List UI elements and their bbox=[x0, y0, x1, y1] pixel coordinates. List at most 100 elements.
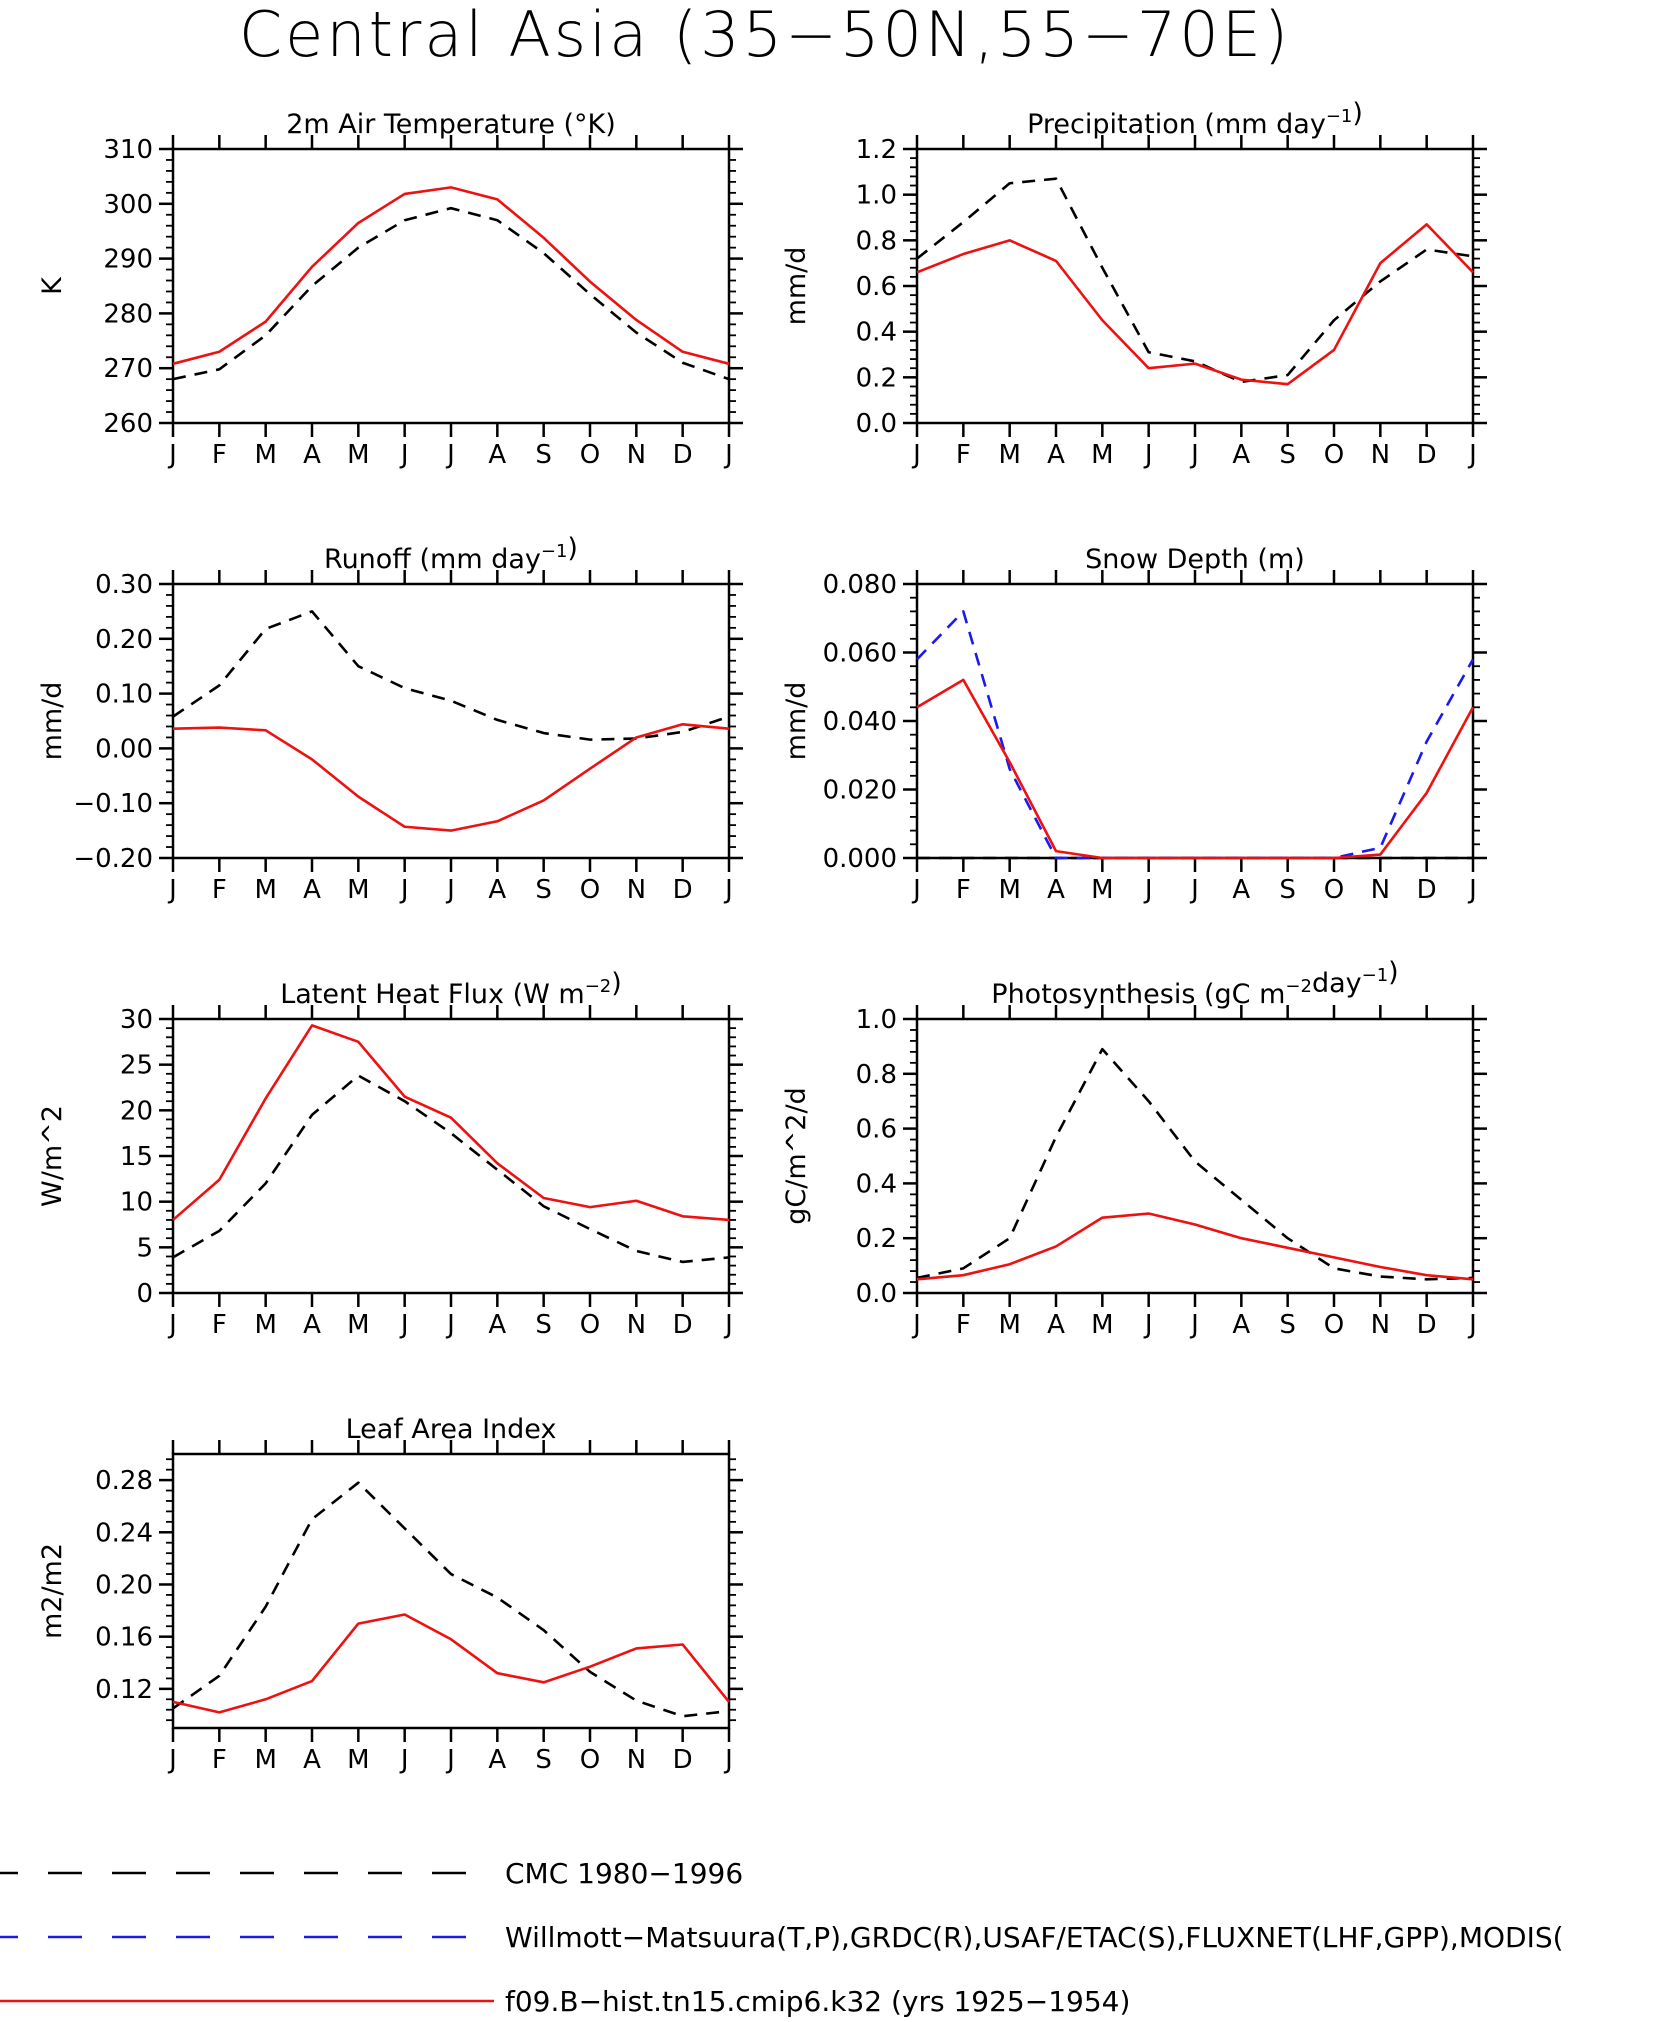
y-tick-label: 280 bbox=[103, 299, 153, 329]
series-line bbox=[172, 1613, 731, 1714]
x-tick-label: O bbox=[580, 1310, 600, 1340]
y-tick-label: 0.2 bbox=[856, 363, 897, 393]
y-tick-label: 0.0 bbox=[856, 1279, 897, 1309]
y-tick-label: 290 bbox=[103, 245, 153, 275]
panel-photosynthesis: Photosynthesis (gC m−2day−1)gC/m^2/dJ F M A… bbox=[781, 957, 1487, 1340]
x-tick-label: J bbox=[445, 875, 455, 905]
y-tick-label: 0.10 bbox=[95, 680, 153, 710]
x-tick-label: A bbox=[303, 875, 321, 905]
x-tick-label: F bbox=[212, 1310, 227, 1340]
y-tick-label: 0.6 bbox=[856, 272, 897, 302]
y-axis-label: mm/d bbox=[37, 682, 68, 761]
x-tick-label: F bbox=[956, 440, 971, 470]
series-line bbox=[916, 610, 1475, 860]
x-tick-label: J bbox=[399, 875, 409, 905]
x-tick-label: J bbox=[445, 440, 455, 470]
x-tick-label: F bbox=[956, 1310, 971, 1340]
x-tick-label: A bbox=[488, 440, 506, 470]
y-tick-label: 0.4 bbox=[856, 1169, 897, 1199]
x-tick-label: J bbox=[1189, 1310, 1199, 1340]
y-tick-label: 0.8 bbox=[856, 1060, 897, 1090]
x-tick-label: D bbox=[673, 875, 693, 905]
x-tick-label: D bbox=[673, 440, 693, 470]
y-tick-label: 0.20 bbox=[95, 1570, 153, 1600]
y-tick-label: 15 bbox=[120, 1142, 153, 1172]
panel-title: Snow Depth (m) bbox=[1085, 544, 1305, 575]
plot-frame bbox=[171, 147, 731, 425]
panel-title: Runoff (mm day−1) bbox=[324, 533, 578, 575]
legend: CMC 1980−1996 Willmott−Matsuura(T,P),GRDC… bbox=[0, 1857, 1564, 2018]
y-tick-label: 0.040 bbox=[823, 707, 897, 737]
plot-frame bbox=[171, 1452, 731, 1730]
x-tick-label: J bbox=[167, 1310, 177, 1340]
x-tick-label: J bbox=[723, 1310, 733, 1340]
y-tick-label: 1.0 bbox=[856, 181, 897, 211]
x-tick-label: J bbox=[399, 1310, 409, 1340]
x-tick-label: M bbox=[998, 875, 1020, 905]
x-tick-label: M bbox=[347, 440, 369, 470]
x-tick-label: J bbox=[167, 440, 177, 470]
x-tick-label: S bbox=[535, 1310, 552, 1340]
y-tick-label: 0.16 bbox=[95, 1623, 153, 1653]
x-tick-label: J bbox=[1189, 440, 1199, 470]
x-tick-label: D bbox=[1417, 440, 1437, 470]
series-line bbox=[172, 722, 730, 832]
series-line bbox=[916, 177, 1474, 384]
y-tick-label: 0.30 bbox=[95, 570, 153, 600]
y-tick-label: 300 bbox=[103, 190, 153, 220]
y-axis-label: mm/d bbox=[781, 247, 812, 326]
series-line bbox=[172, 1481, 730, 1718]
y-tick-label: 25 bbox=[120, 1051, 153, 1081]
x-tick-label: J bbox=[1467, 440, 1477, 470]
y-axis-label: mm/d bbox=[781, 682, 812, 761]
legend-label: f09.B−hist.tn15.cmip6.k32 (yrs 1925−1954… bbox=[505, 1985, 1130, 2018]
x-tick-label: N bbox=[627, 1745, 646, 1775]
page-title: Central Asia (35−50N,55−70E) bbox=[238, 0, 1292, 71]
y-axis-label: gC/m^2/d bbox=[781, 1087, 812, 1224]
panel-title: Latent Heat Flux (W m−2) bbox=[280, 968, 622, 1010]
y-tick-label: 0.12 bbox=[95, 1675, 153, 1705]
x-tick-label: M bbox=[1091, 1310, 1113, 1340]
x-tick-label: A bbox=[488, 1310, 506, 1340]
legend-label: Willmott−Matsuura(T,P),GRDC(R),USAF/ETAC… bbox=[505, 1921, 1564, 1954]
y-tick-label: 0.00 bbox=[95, 734, 153, 764]
y-tick-label: 270 bbox=[103, 354, 153, 384]
y-tick-label: 1.0 bbox=[856, 1005, 897, 1035]
x-tick-label: D bbox=[673, 1310, 693, 1340]
x-tick-label: F bbox=[212, 875, 227, 905]
series-line bbox=[172, 1024, 730, 1222]
plot-frame bbox=[915, 1017, 1475, 1295]
x-tick-label: J bbox=[1143, 440, 1153, 470]
chart-panels: 2m Air Temperature (°K)KJ F M A M J J A S O N D J260… bbox=[37, 98, 1487, 1775]
x-tick-label: M bbox=[254, 1745, 276, 1775]
x-tick-label: O bbox=[1324, 1310, 1344, 1340]
panel-title: Precipitation (mm day−1) bbox=[1027, 98, 1363, 140]
series-line bbox=[172, 206, 730, 381]
plot-frame bbox=[171, 582, 731, 860]
series-line bbox=[916, 1047, 1474, 1281]
y-tick-label: 0.2 bbox=[856, 1224, 897, 1254]
x-tick-label: F bbox=[212, 1745, 227, 1775]
x-tick-label: A bbox=[1232, 440, 1250, 470]
y-tick-label: 0.060 bbox=[823, 639, 897, 669]
x-tick-label: A bbox=[303, 440, 321, 470]
y-tick-label: 0.0 bbox=[856, 409, 897, 439]
x-tick-label: D bbox=[673, 1745, 693, 1775]
panel-title: Leaf Area Index bbox=[346, 1414, 557, 1445]
x-tick-label: S bbox=[1279, 440, 1296, 470]
x-tick-label: J bbox=[723, 875, 733, 905]
x-tick-label: M bbox=[254, 1310, 276, 1340]
y-tick-label: 30 bbox=[120, 1005, 153, 1035]
x-tick-label: A bbox=[1047, 1310, 1065, 1340]
y-tick-label: 0.4 bbox=[856, 318, 897, 348]
x-tick-label: J bbox=[911, 440, 921, 470]
y-tick-label: 5 bbox=[136, 1233, 153, 1263]
x-tick-label: J bbox=[1143, 875, 1153, 905]
series-line bbox=[172, 186, 730, 366]
series-line bbox=[172, 610, 730, 741]
x-tick-label: D bbox=[1417, 1310, 1437, 1340]
x-tick-label: A bbox=[303, 1745, 321, 1775]
panel-snow-depth: Snow Depth (m)mm/dJ F M A M J J A S O N D J0.0000.02… bbox=[781, 544, 1487, 905]
x-tick-label: M bbox=[254, 875, 276, 905]
